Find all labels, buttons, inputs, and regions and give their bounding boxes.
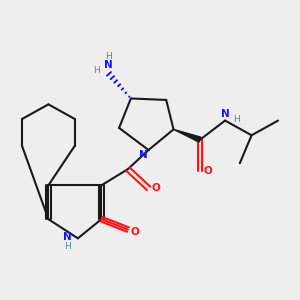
Polygon shape	[174, 129, 201, 142]
Text: O: O	[152, 183, 160, 193]
Text: O: O	[131, 227, 140, 237]
Text: N: N	[104, 60, 113, 70]
Text: N: N	[139, 150, 148, 160]
Text: H: H	[93, 66, 100, 75]
Text: H: H	[64, 242, 71, 251]
Text: H: H	[105, 52, 112, 61]
Text: H: H	[233, 115, 240, 124]
Text: N: N	[63, 232, 72, 242]
Text: N: N	[221, 109, 230, 119]
Text: O: O	[203, 166, 212, 176]
